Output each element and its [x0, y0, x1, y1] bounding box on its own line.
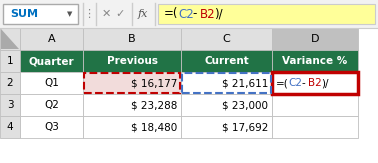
Bar: [158, 4, 375, 24]
Text: B2: B2: [200, 7, 215, 21]
Text: 1: 1: [7, 56, 13, 66]
Text: -: -: [192, 7, 197, 21]
Text: =(: =(: [276, 78, 289, 88]
Bar: [0, 28, 20, 50]
Text: ✕: ✕: [101, 9, 111, 19]
Text: $ 23,288: $ 23,288: [131, 100, 177, 110]
Text: Current: Current: [204, 56, 249, 66]
Text: )/: )/: [321, 78, 328, 88]
Text: Q2: Q2: [44, 100, 59, 110]
Text: $ 23,000: $ 23,000: [222, 100, 268, 110]
Bar: [20, 28, 83, 50]
Bar: [83, 116, 181, 138]
Text: $ 17,692: $ 17,692: [222, 122, 268, 132]
Text: B2: B2: [308, 78, 322, 88]
Bar: [20, 94, 83, 116]
Text: fx: fx: [138, 9, 148, 19]
Bar: [0, 72, 20, 94]
Bar: [272, 72, 358, 94]
Bar: [272, 72, 358, 94]
Text: $ 21,611: $ 21,611: [222, 78, 268, 88]
Text: 4: 4: [7, 122, 13, 132]
Text: ✓: ✓: [115, 9, 125, 19]
Bar: [0, 28, 378, 163]
Bar: [181, 72, 272, 94]
Text: ⋮: ⋮: [84, 9, 94, 19]
Bar: [83, 94, 181, 116]
Bar: [181, 94, 272, 116]
Text: -: -: [301, 78, 305, 88]
Text: C: C: [223, 34, 230, 44]
Text: 3: 3: [7, 100, 13, 110]
Bar: [20, 50, 83, 72]
Text: A: A: [48, 34, 55, 44]
Bar: [181, 116, 272, 138]
Bar: [272, 50, 358, 72]
Bar: [0, 116, 20, 138]
Text: ▼: ▼: [67, 11, 73, 17]
Text: C2: C2: [178, 7, 194, 21]
Text: $ 18,480: $ 18,480: [131, 122, 177, 132]
Bar: [182, 73, 271, 93]
Text: C2: C2: [288, 78, 302, 88]
Bar: [83, 28, 181, 50]
Bar: [0, 94, 20, 116]
Bar: [83, 72, 181, 94]
Text: Q1: Q1: [44, 78, 59, 88]
Polygon shape: [1, 29, 19, 49]
Bar: [3, 4, 78, 24]
Text: B: B: [128, 34, 136, 44]
Text: 2: 2: [7, 78, 13, 88]
Bar: [272, 94, 358, 116]
Text: $ 16,177: $ 16,177: [131, 78, 177, 88]
Bar: [0, 0, 378, 28]
Bar: [84, 73, 180, 93]
Text: )/: )/: [214, 7, 223, 21]
Bar: [20, 116, 83, 138]
Text: =(: =(: [164, 7, 178, 21]
Text: Q3: Q3: [44, 122, 59, 132]
Bar: [0, 50, 20, 72]
Text: Previous: Previous: [107, 56, 158, 66]
Bar: [83, 50, 181, 72]
Text: SUM: SUM: [10, 9, 38, 19]
Bar: [272, 28, 358, 50]
Bar: [181, 50, 272, 72]
Text: Variance %: Variance %: [282, 56, 348, 66]
Text: Quarter: Quarter: [29, 56, 74, 66]
Bar: [181, 28, 272, 50]
Bar: [272, 116, 358, 138]
Bar: [20, 72, 83, 94]
Text: D: D: [311, 34, 319, 44]
